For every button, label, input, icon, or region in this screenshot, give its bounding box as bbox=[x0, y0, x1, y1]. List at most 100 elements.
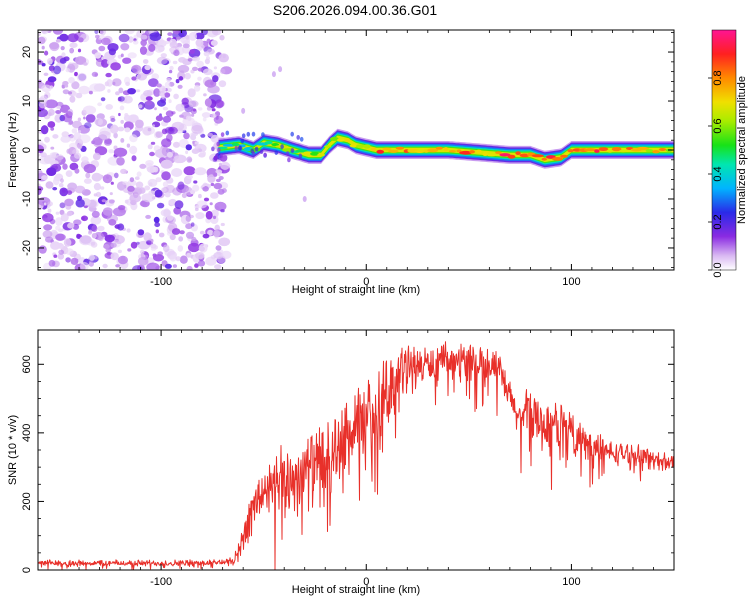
ridge-hotspot bbox=[482, 152, 488, 156]
noise-speck bbox=[108, 199, 115, 204]
noise-speck bbox=[135, 89, 141, 93]
noise-speck bbox=[81, 215, 88, 222]
noise-speck bbox=[188, 100, 199, 108]
noise-speck bbox=[161, 187, 167, 193]
noise-speck bbox=[130, 241, 138, 249]
ridge-hotspot bbox=[475, 149, 482, 153]
noise-speck bbox=[74, 185, 86, 194]
noise-speck bbox=[160, 53, 167, 58]
snr-series-line bbox=[38, 341, 674, 570]
noise-speck bbox=[194, 141, 200, 145]
x-tick-label: 100 bbox=[562, 576, 580, 588]
colorbar: 0.0 0.2 0.4 0.6 0.8 Normalized spectral ampl… bbox=[708, 29, 748, 278]
noise-speck bbox=[211, 108, 216, 112]
noise-speck bbox=[131, 65, 139, 73]
ridge-hotspot bbox=[652, 150, 660, 154]
noise-speck bbox=[88, 229, 93, 234]
chart-title: S206.2026.094.00.36.G01 bbox=[272, 2, 438, 18]
snr-plot-area bbox=[38, 330, 674, 570]
noise-speck bbox=[83, 116, 86, 120]
ridge-hotspot bbox=[594, 149, 600, 153]
ridge-hotspot bbox=[395, 146, 404, 150]
noise-speck bbox=[68, 120, 74, 125]
noise-speck bbox=[190, 222, 195, 227]
noise-speck bbox=[61, 52, 66, 57]
noise-speck bbox=[181, 192, 187, 199]
noise-speck bbox=[218, 53, 229, 63]
noise-speck bbox=[198, 246, 205, 252]
noise-speck bbox=[215, 245, 222, 251]
ridge-hotspot bbox=[295, 149, 308, 153]
ridge-hotspot bbox=[324, 145, 332, 148]
ridge-outlier bbox=[254, 146, 259, 152]
noise-speck bbox=[171, 228, 181, 235]
noise-speck bbox=[55, 39, 62, 43]
noise-speck bbox=[70, 257, 79, 265]
noise-speck bbox=[91, 210, 100, 218]
noise-speck bbox=[195, 212, 205, 220]
ridge-outlier bbox=[259, 149, 264, 155]
noise-speck bbox=[162, 106, 169, 111]
ridge-outlier bbox=[287, 157, 291, 163]
ridge-outlier bbox=[299, 136, 304, 142]
noise-speck bbox=[152, 124, 155, 128]
noise-speck bbox=[144, 185, 151, 191]
noise-speck bbox=[72, 223, 80, 230]
noise-speck bbox=[152, 253, 157, 257]
noise-speck bbox=[58, 183, 64, 188]
noise-speck bbox=[117, 223, 125, 231]
ridge-outlier bbox=[274, 150, 279, 156]
y-tick-label: 10 bbox=[21, 95, 33, 107]
colorbar-frame bbox=[711, 29, 737, 271]
noise-speck bbox=[197, 107, 203, 111]
noise-speck bbox=[67, 33, 79, 43]
noise-speck bbox=[92, 152, 101, 161]
noise-speck bbox=[185, 35, 190, 40]
ridge-hotspot bbox=[435, 146, 443, 150]
noise-speck bbox=[100, 97, 106, 102]
noise-speck bbox=[185, 150, 189, 155]
noise-speck bbox=[118, 33, 130, 43]
noise-speck bbox=[217, 255, 226, 264]
noise-speck bbox=[185, 115, 191, 121]
noise-speck bbox=[123, 114, 132, 122]
noise-speck bbox=[185, 231, 195, 239]
noise-speck bbox=[194, 263, 199, 268]
noise-speck bbox=[93, 182, 101, 191]
noise-speck bbox=[120, 138, 125, 143]
noise-speck bbox=[62, 163, 68, 170]
noise-speck bbox=[155, 177, 162, 183]
noise-speck bbox=[177, 245, 184, 252]
noise-speck bbox=[94, 52, 102, 59]
noise-speck bbox=[179, 255, 188, 264]
noise-speck bbox=[127, 88, 136, 95]
x-tick-label: 0 bbox=[363, 276, 369, 288]
noise-speck bbox=[165, 40, 170, 45]
noise-speck bbox=[211, 30, 222, 36]
ridge-outlier bbox=[217, 147, 221, 153]
noise-speck bbox=[141, 126, 155, 136]
noise-speck bbox=[120, 119, 124, 124]
noise-speck bbox=[110, 181, 114, 185]
noise-speck bbox=[207, 229, 214, 236]
ridge-hotspot bbox=[515, 151, 521, 156]
noise-speck bbox=[41, 84, 52, 93]
noise-speck bbox=[90, 216, 102, 225]
ridge-hotspot bbox=[645, 149, 654, 153]
noise-speck bbox=[60, 213, 69, 222]
ridge-outlier bbox=[240, 138, 245, 144]
noise-speck bbox=[192, 66, 198, 71]
noise-speck bbox=[160, 96, 167, 104]
ridge-outlier bbox=[261, 132, 265, 138]
ridge-hotspot bbox=[427, 148, 439, 153]
noise-speck bbox=[38, 144, 44, 153]
ridge-hotspot bbox=[507, 154, 516, 159]
x-tick-label: 100 bbox=[562, 276, 580, 288]
ridge-hotspot bbox=[486, 153, 497, 157]
colorbar-ticks: 0.0 0.2 0.4 0.6 0.8 bbox=[708, 70, 724, 278]
noise-speck bbox=[241, 107, 246, 114]
noise-speck bbox=[137, 229, 145, 236]
noise-speck bbox=[84, 122, 92, 129]
noise-speck bbox=[216, 100, 225, 108]
noise-speck bbox=[178, 236, 184, 242]
